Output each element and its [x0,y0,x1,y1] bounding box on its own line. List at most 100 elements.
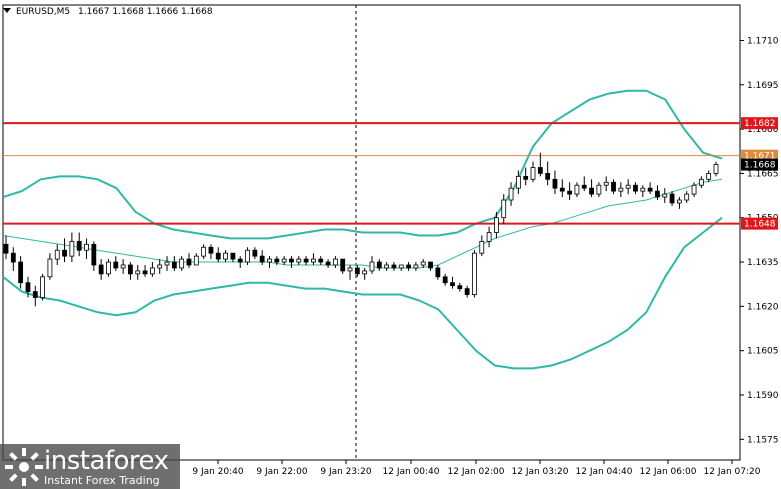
candle [391,262,397,271]
candle-body-down [340,258,346,272]
candle [442,273,448,286]
candle [128,262,133,280]
candle [289,256,294,268]
candle [362,267,368,280]
candle-body-up [69,240,75,257]
candle [179,256,185,271]
candle [223,250,228,263]
y-tick-label: 1.1665 [747,169,779,179]
candle [142,265,148,277]
candle [84,238,89,260]
candle-body-down [523,175,529,180]
candle [267,256,272,268]
candle-body-up [596,184,602,195]
candle-body-up [149,267,155,275]
candle-body-up [54,249,60,260]
candle [479,235,485,257]
candle-body-up [193,255,199,266]
candle [655,185,660,200]
candle-body-up [47,258,53,278]
candle [384,262,390,271]
ohlc-label: 1.1667 1.1668 1.1666 1.1668 [78,7,213,17]
y-tick-label: 1.1710 [747,36,779,46]
current-price-tag [741,158,778,171]
candle [164,256,170,271]
candle-body-up [164,261,170,266]
candle [611,179,616,195]
symbol-label: EURUSD,M5 [16,7,70,17]
candle-body-down [406,264,411,269]
chart-menu-arrow-icon[interactable] [3,8,11,13]
candle [633,182,638,195]
candle-body-up [574,184,580,195]
candle-body-up [486,232,492,242]
candle-body-up [157,264,163,269]
candle [691,182,697,198]
candle-body-down [128,264,133,275]
candle-body-down [567,190,573,195]
grid [2,4,741,461]
candle-body-up [311,258,316,263]
candle-body-down [215,252,221,260]
candle-body-up [479,240,485,254]
candle [332,256,338,268]
candle-body-up [530,167,536,180]
candle [618,182,624,198]
candle-body-up [384,264,390,269]
candle [120,259,126,274]
candle [567,182,573,200]
candle-body-down [655,190,660,198]
candle-body-down [545,173,551,180]
candle [259,250,265,265]
candle-body-up [84,243,89,251]
logo-brand-text: instaforex [44,446,169,476]
candle-body-down [611,181,616,192]
candle [413,262,419,271]
candle-body-up [362,270,368,275]
candle [171,256,177,271]
candle [508,182,514,206]
y-tick-label: 1.1695 [747,81,779,91]
candle [494,211,499,239]
y-tick-label: 1.1575 [747,435,779,445]
candle [684,191,690,203]
price-axis: 1.17101.16951.16801.16651.16501.16351.16… [740,36,779,445]
candle-body-up [40,276,45,298]
x-tick-label: 12 Jan 03:20 [512,467,569,477]
candle-body-down [237,258,243,263]
candle-body-down [259,255,265,263]
candle-body-down [10,252,16,263]
candle-body-down [274,258,280,263]
candle [523,167,529,186]
bollinger-upper-band [2,89,723,240]
candle [640,185,646,198]
candle-body-down [62,249,67,257]
candle [662,188,668,203]
candle-body-up [179,258,185,269]
candle [193,253,199,266]
candle-body-down [457,285,463,290]
candle [706,170,712,183]
candle-body-up [201,246,207,257]
level-tag-label: 1.1682 [744,119,776,129]
candle-body-down [142,270,148,275]
candle-body-up [245,249,250,263]
candle [18,256,24,289]
level-tag-resistance [741,117,778,130]
candle [398,264,404,271]
candle [406,262,411,271]
candle-body-up [691,184,697,195]
candle-body-down [428,261,433,269]
candle [647,182,653,195]
candle-body-down [18,261,24,284]
candle [559,179,565,198]
candle [486,226,492,248]
candle [515,170,521,195]
candle [135,265,141,280]
candle-body-up [625,184,631,189]
bollinger-lower-band [2,216,723,370]
candle-body-up [369,261,375,272]
current-price-label: 1.1668 [744,161,776,171]
candle [149,262,155,277]
